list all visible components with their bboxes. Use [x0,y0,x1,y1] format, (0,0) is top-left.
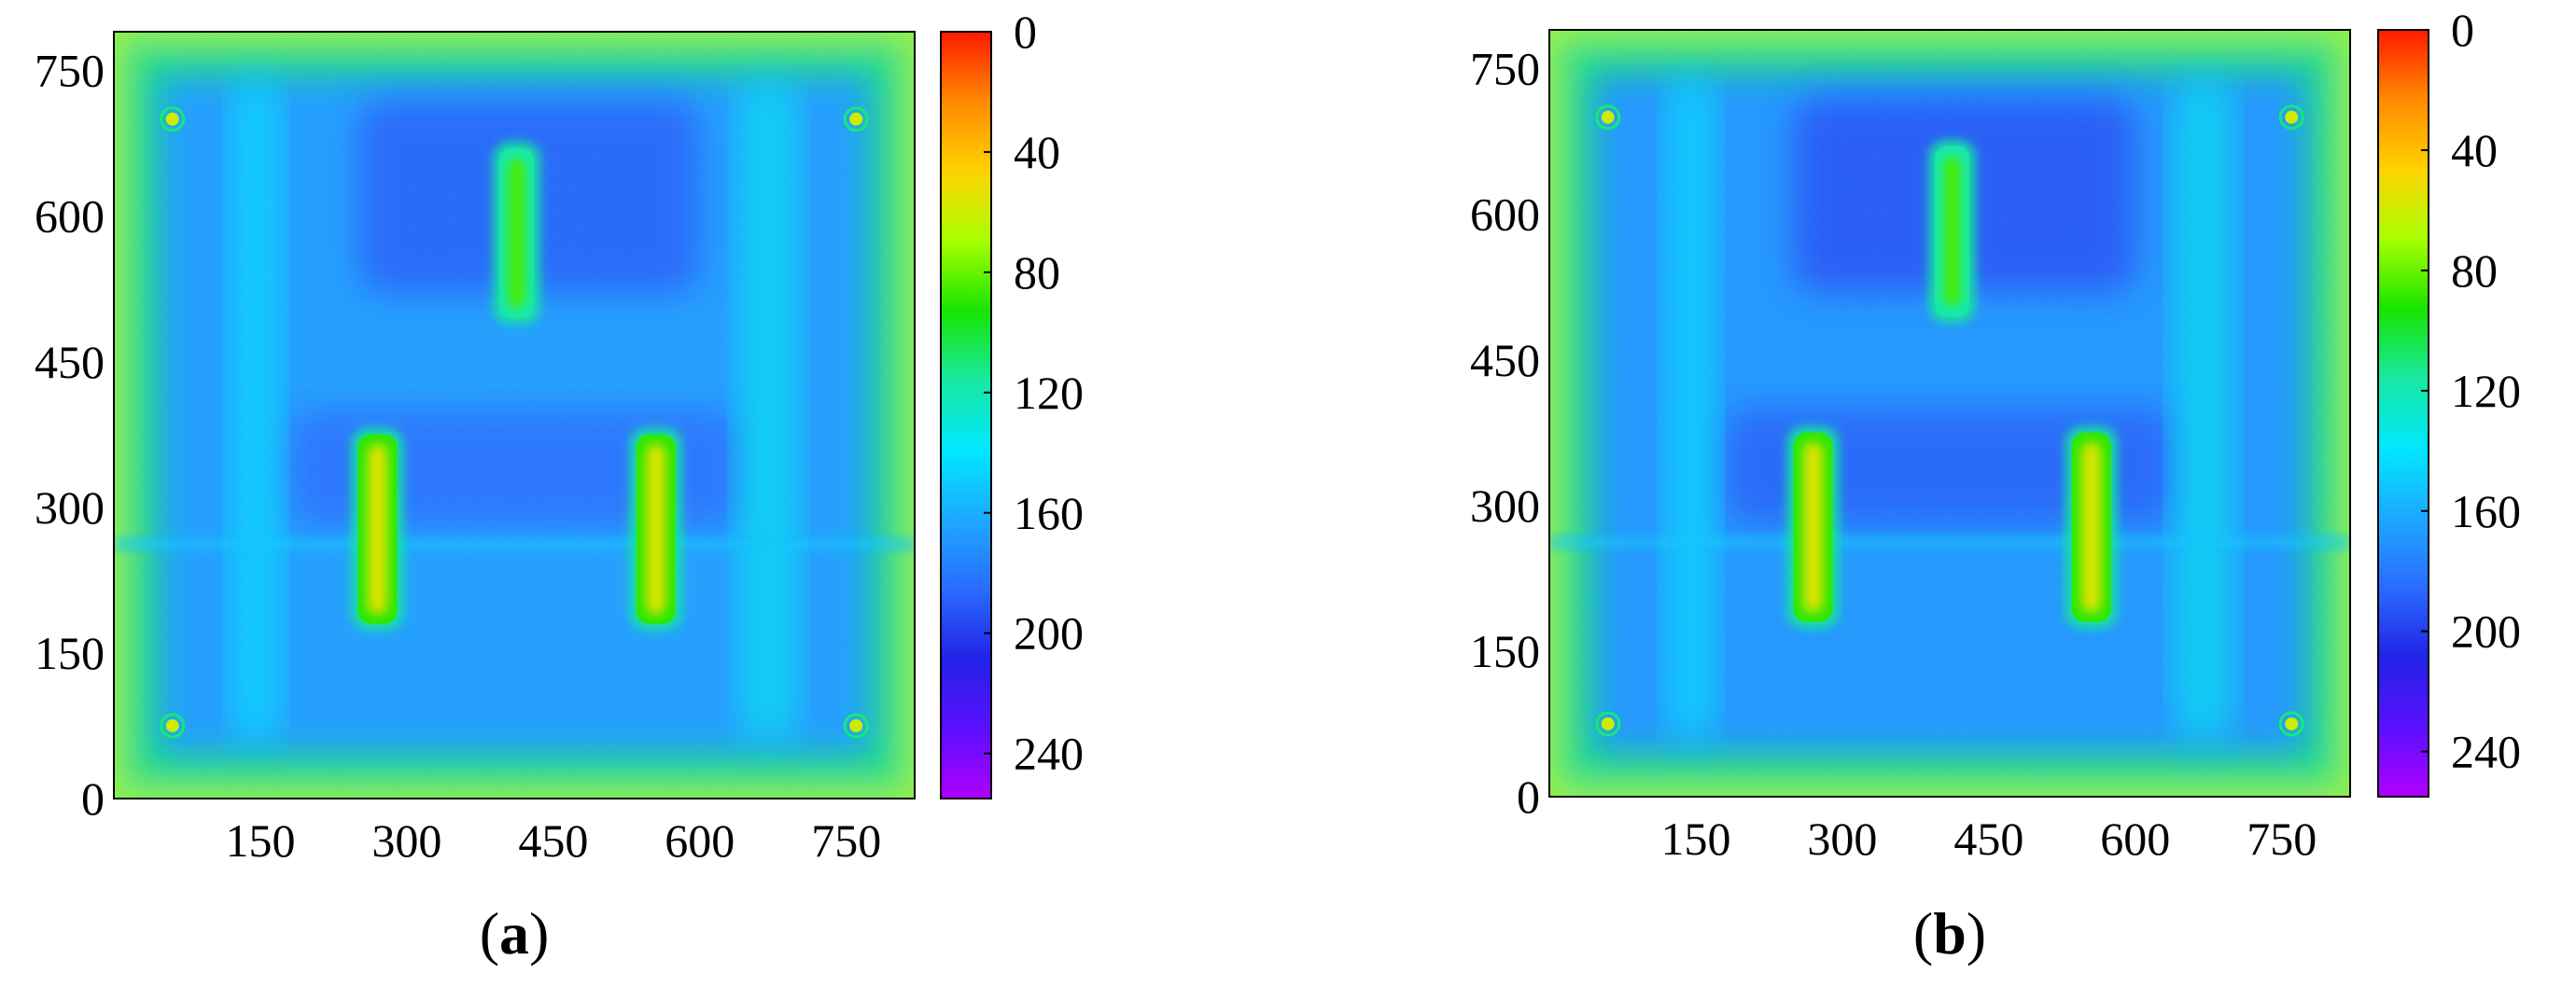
y-tick-label: 600 [1470,188,1540,241]
heatmap-dot [849,112,863,126]
panel-b: 150 300 450 600 750 0 150 300 450 600 750 0 40 80 120 1… [1288,0,2576,987]
plot-frame [113,31,916,799]
panel-caption: (a) [480,900,550,966]
y-tick-label: 300 [35,481,105,534]
colorbar-tick-label: 200 [2451,605,2521,658]
x-tick-label: 750 [811,814,881,867]
heatmap-dot [165,112,179,126]
heatmap-chart-b: 150 300 450 600 750 0 150 300 450 600 750 0 40 80 120 1… [1470,4,2521,966]
panel-a: 150 300 450 600 750 0 150 300 450 600 750 0 40 80 120 1… [35,6,1084,966]
colorbar-tick-label: 0 [2451,4,2474,56]
heatmap-dot [849,718,863,732]
heatmap-slot [1787,426,1839,628]
colorbar-tick-label: 120 [1014,367,1084,419]
y-tick-label: 450 [1470,334,1540,386]
y-tick-label: 750 [35,45,105,97]
y-tick-label: 150 [35,627,105,679]
y-tick-label: 150 [1470,625,1540,677]
y-tick-label: 300 [1470,480,1540,532]
y-tick-label: 0 [1517,771,1540,823]
x-tick-label: 450 [518,814,588,867]
colorbar-tick-label: 40 [2451,124,2498,176]
x-tick-label: 600 [2100,813,2170,865]
colorbar-tick-label: 80 [1014,246,1060,299]
colorbar-tick-label: 240 [1014,728,1084,780]
x-tick-label: 150 [1660,813,1730,865]
x-tick-label: 300 [1807,813,1877,865]
colorbar [2377,29,2429,798]
x-tick-label: 600 [665,814,735,867]
colorbar-tick-label: 160 [1014,487,1084,539]
colorbar-tick-label: 240 [2451,726,2521,778]
y-tick-label: 600 [35,190,105,243]
x-tick-label: 150 [225,814,295,867]
heatmap-chart-a: 150 300 450 600 750 0 150 300 450 600 750 0 40 80 120 1… [35,6,1084,966]
heatmap-dot [2285,716,2299,730]
x-tick-label: 300 [371,814,441,867]
heatmap-slot [2065,426,2117,628]
y-tick-label: 750 [1470,43,1540,95]
heatmap-slot [630,428,681,630]
colorbar-tick-label: 120 [2451,365,2521,417]
plot-frame [1548,29,2351,798]
colorbar-tick-label: 80 [2451,244,2498,297]
x-tick-label: 450 [1953,813,2023,865]
heatmap-field [114,32,915,799]
heatmap-slot [352,428,403,630]
colorbar-tick-label: 200 [1014,607,1084,660]
heatmap-dot [1601,110,1615,124]
colorbar-tick-label: 40 [1014,126,1060,178]
heatmap-field [1549,30,2350,797]
heatmap-dot [1601,716,1615,730]
y-tick-label: 0 [81,772,105,825]
colorbar [940,31,992,799]
heatmap-dot [165,718,179,732]
colorbar-tick-label: 0 [1014,6,1037,58]
heatmap-slot [1929,140,1975,322]
colorbar-tick-label: 160 [2451,485,2521,537]
y-tick-label: 450 [35,336,105,388]
x-tick-label: 750 [2247,813,2317,865]
panel-caption: (b) [1913,900,1986,966]
heatmap-dot [2285,110,2299,124]
heatmap-slot [494,142,539,324]
